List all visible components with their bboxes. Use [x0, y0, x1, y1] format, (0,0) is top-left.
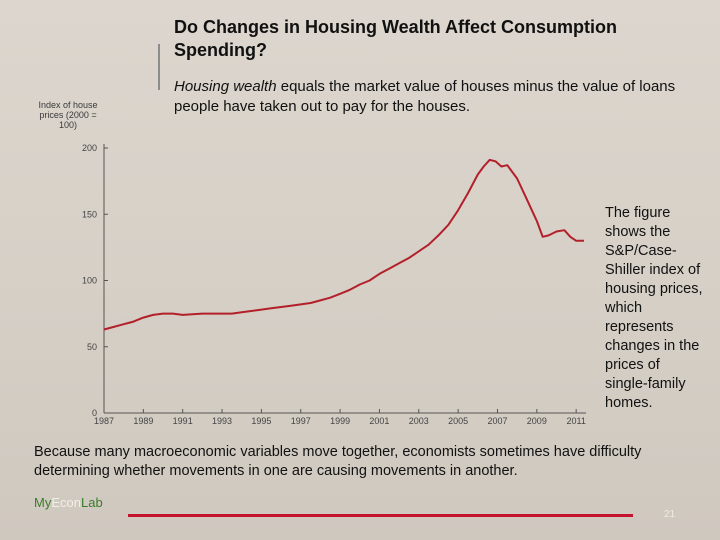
logo-econ: Econ: [51, 495, 81, 510]
x-tick-label: 1993: [212, 416, 232, 426]
subtitle-term: Housing wealth: [174, 78, 277, 95]
y-tick-label: 200: [82, 143, 97, 153]
x-tick-label: 2007: [487, 416, 507, 426]
x-tick-label: 1987: [94, 416, 114, 426]
myeconlab-logo[interactable]: MyEconLab: [34, 495, 103, 510]
page-number: 21: [664, 509, 675, 520]
x-tick-label: 1995: [251, 416, 271, 426]
y-tick-label: 50: [87, 342, 97, 352]
x-tick-label: 2005: [448, 416, 468, 426]
x-tick-label: 2009: [527, 416, 547, 426]
x-tick-label: 2003: [409, 416, 429, 426]
slide-subtitle: Housing wealth equals the market value o…: [174, 77, 694, 117]
y-axis-label: Index of house prices (2000 = 100): [34, 100, 102, 130]
x-tick-label: 2001: [369, 416, 389, 426]
x-tick-label: 1999: [330, 416, 350, 426]
x-tick-label: 1989: [133, 416, 153, 426]
bottom-text: Because many macroeconomic variables mov…: [34, 443, 684, 481]
y-tick-label: 150: [82, 209, 97, 219]
x-tick-label: 1997: [291, 416, 311, 426]
logo-lab: Lab: [81, 495, 103, 510]
footer-red-rule: [128, 514, 633, 517]
x-tick-label: 2011: [566, 416, 585, 426]
y-tick-label: 100: [82, 276, 97, 286]
chart-axes: [104, 144, 586, 413]
title-accent-bar: [158, 44, 160, 90]
chart-plot: [104, 160, 584, 330]
x-tick-label: 1991: [173, 416, 193, 426]
side-note: The figure shows the S&P/Case-Shiller in…: [605, 204, 705, 413]
house-price-index-line: [104, 160, 584, 330]
slide-title: Do Changes in Housing Wealth Affect Cons…: [174, 16, 694, 62]
logo-my: My: [34, 495, 51, 510]
